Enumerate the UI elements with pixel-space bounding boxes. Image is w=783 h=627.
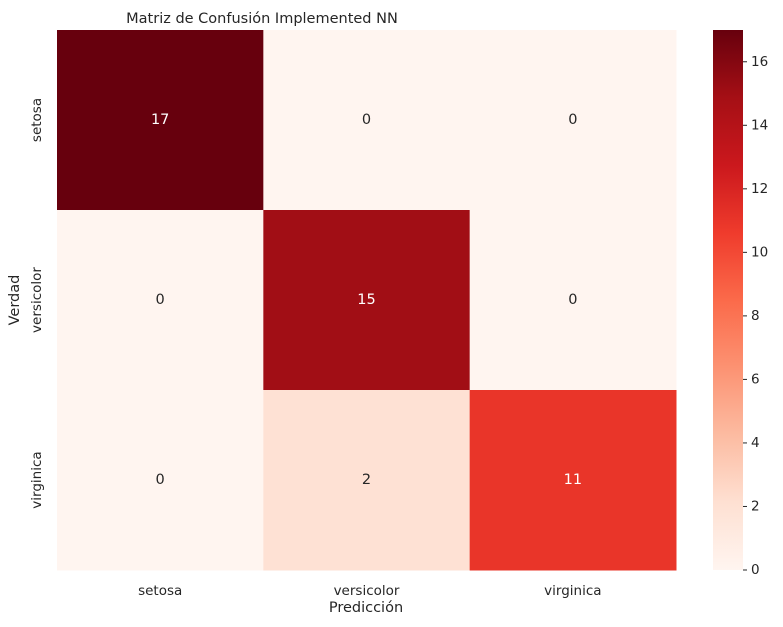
cell-annotation-setosa-setosa: 17 [151,112,169,128]
cell-annotation-setosa-versicolor: 0 [362,112,371,128]
cell-annotation-virginica-versicolor: 2 [362,472,371,488]
colorbar-ticks: 0 2 4 6 8 10 12 14 16 [743,54,768,578]
heatmap-cell-setosa-setosa [57,30,264,211]
colorbar [713,30,743,570]
heatmap-cell-virginica-versicolor [263,390,471,571]
colorbar-tick-label-4: 4 [751,435,760,451]
colorbar-tick-label-16: 16 [751,54,768,70]
colorbar-tick-label-12: 12 [751,181,768,197]
cell-annotation-versicolor-versicolor: 15 [357,292,375,308]
x-tick-labels: setosa versicolor virginica [138,583,601,599]
cell-annotation-setosa-virginica: 0 [568,112,577,128]
heatmap-cell-versicolor-versicolor [263,210,471,391]
x-tick-label-setosa: setosa [138,583,182,599]
cell-annotation-virginica-virginica: 11 [564,472,582,488]
colorbar-tick-label-6: 6 [751,371,760,387]
cell-annotations: 17 0 0 0 15 0 0 2 11 [151,112,582,488]
heatmap-cells [57,30,677,571]
colorbar-tick-label-8: 8 [751,308,760,324]
y-axis-label: Verdad [7,275,23,326]
cell-annotation-versicolor-setosa: 0 [156,292,165,308]
heatmap-cell-virginica-setosa [57,390,264,571]
heatmap-cell-setosa-virginica [469,30,677,211]
y-tick-label-setosa: setosa [29,98,45,142]
y-tick-label-versicolor: versicolor [29,267,45,333]
cell-annotation-versicolor-virginica: 0 [568,292,577,308]
colorbar-tick-label-14: 14 [751,117,768,133]
x-tick-label-versicolor: versicolor [334,583,400,599]
heatmap-cell-virginica-virginica [469,390,677,571]
chart-title: Matriz de Confusión Implemented NN [126,11,398,27]
heatmap-cell-versicolor-setosa [57,210,264,391]
heatmap-cell-setosa-versicolor [263,30,471,211]
y-tick-label-virginica: virginica [29,451,45,508]
cell-annotation-virginica-setosa: 0 [156,472,165,488]
colorbar-tick-label-10: 10 [751,244,768,260]
heatmap-cell-versicolor-virginica [469,210,677,391]
colorbar-tick-label-0: 0 [751,562,760,578]
x-axis-label: Predicción [329,600,403,616]
x-tick-label-virginica: virginica [544,583,601,599]
y-tick-labels: setosa versicolor virginica [29,98,45,509]
colorbar-tick-label-2: 2 [751,498,760,514]
